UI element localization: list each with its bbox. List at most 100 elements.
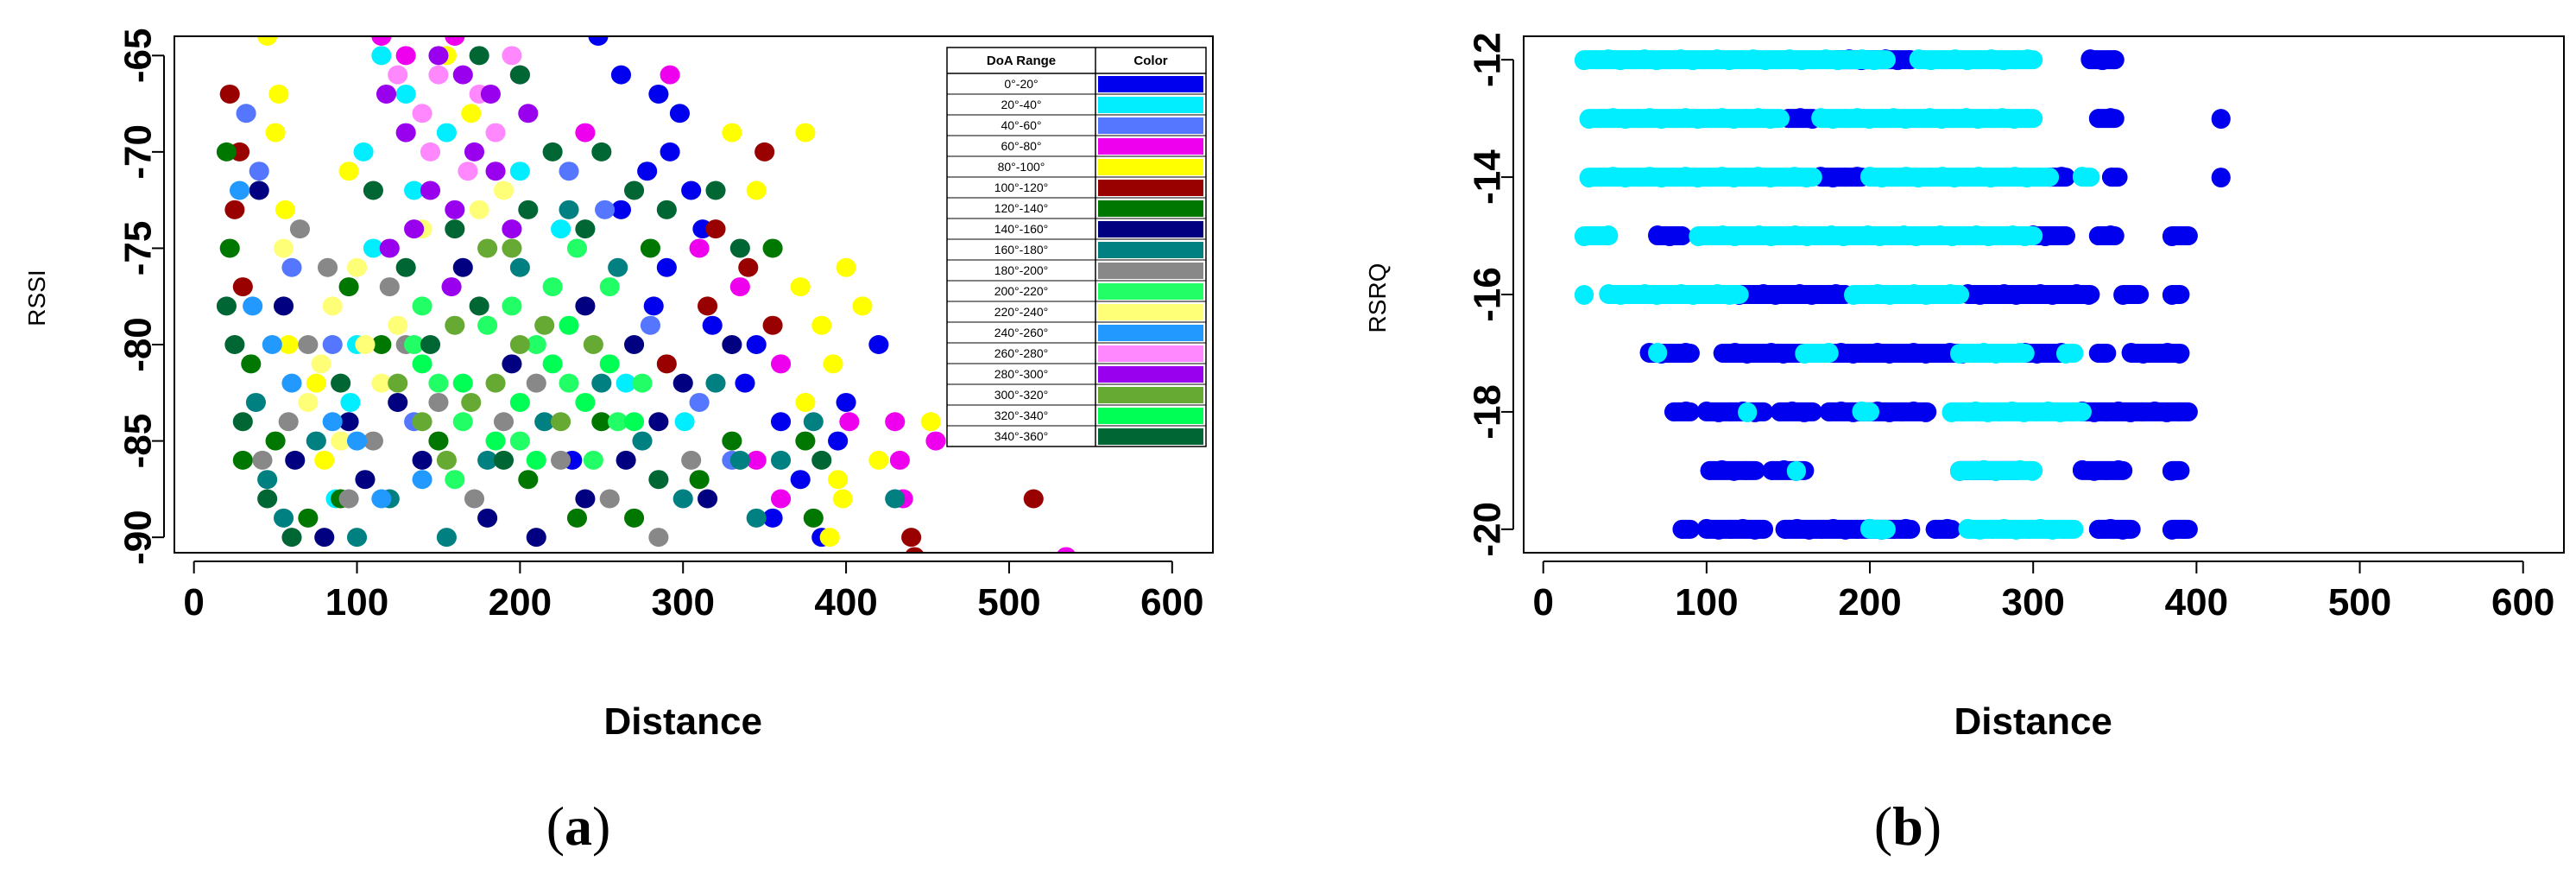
data-point (868, 450, 889, 470)
data-point (395, 123, 416, 142)
data-point (599, 354, 620, 374)
legend-label: 100°-120° (994, 180, 1049, 194)
plot-area (216, 36, 1076, 553)
data-point (436, 123, 457, 142)
data-point (681, 450, 702, 470)
data-point (795, 123, 816, 142)
data-point (2169, 402, 2188, 421)
data-point (2072, 167, 2092, 187)
legend-swatch (1098, 428, 1203, 445)
data-point (480, 84, 501, 104)
data-point (441, 277, 462, 297)
data-point (624, 335, 645, 355)
x-tick-label: 0 (183, 581, 204, 624)
data-point (819, 528, 840, 548)
data-point (236, 104, 256, 124)
data-point (722, 335, 742, 355)
data-point (445, 470, 465, 490)
data-point (559, 373, 579, 393)
data-point (273, 296, 294, 316)
data-point (551, 412, 571, 432)
legend-swatch (1098, 408, 1203, 424)
data-point (1794, 402, 1814, 422)
data-point (770, 412, 792, 432)
data-point (746, 508, 767, 528)
x-axis-label: Distance (1954, 700, 2112, 743)
data-point (412, 450, 432, 470)
data-point (729, 277, 750, 297)
data-point (2162, 461, 2181, 481)
legend-swatch (1098, 221, 1203, 238)
data-point (2062, 402, 2082, 421)
legend-swatch (1098, 138, 1203, 155)
data-point (643, 296, 664, 316)
data-point (2162, 286, 2181, 305)
data-point (331, 373, 351, 393)
data-point (338, 277, 359, 297)
data-point (1598, 225, 1618, 245)
data-point (265, 431, 286, 451)
x-tick-label: 500 (977, 581, 1040, 624)
data-point (464, 489, 485, 509)
data-point (395, 46, 416, 66)
data-point (289, 219, 310, 239)
chart-a: 0 100 200 300 400 500 600 -65 -70 -75 -80 -85 -90 Dis… (23, 28, 1214, 857)
data-point (746, 180, 767, 200)
data-point (224, 335, 245, 355)
data-point (2017, 49, 2037, 69)
data-point (340, 392, 361, 412)
data-point (371, 335, 392, 355)
data-point (395, 257, 416, 277)
data-point (2169, 344, 2189, 364)
data-point (610, 200, 632, 219)
data-point (428, 65, 449, 85)
data-point (458, 162, 478, 181)
y-tick-label: -18 (1467, 384, 1509, 440)
data-point (1720, 286, 1739, 305)
data-point (485, 373, 506, 393)
data-point (262, 335, 282, 355)
data-point (1826, 284, 1846, 303)
legend-swatch (1098, 304, 1203, 320)
data-point (445, 200, 465, 219)
y-axis-label: RSRQ (1364, 263, 1391, 333)
data-point (2125, 285, 2145, 304)
series-14 (376, 46, 539, 297)
data-point (823, 354, 843, 374)
y-tick-label: -14 (1467, 149, 1509, 205)
data-point (502, 238, 522, 258)
data-point (1057, 547, 1076, 553)
data-point (219, 238, 240, 258)
data-point (219, 84, 240, 104)
data-point (477, 450, 498, 470)
legend-label: 200°-220° (994, 284, 1049, 298)
data-point (672, 489, 693, 509)
legend-label: 340°-360° (994, 429, 1049, 443)
x-tick-label: 400 (814, 581, 877, 624)
data-point (575, 123, 596, 142)
data-point (1896, 518, 1916, 538)
x-tick-label: 200 (489, 581, 552, 624)
data-point (2015, 227, 2035, 247)
data-point (551, 450, 571, 470)
data-point (502, 354, 522, 374)
x-tick-label: 100 (1675, 581, 1738, 624)
data-point (599, 489, 620, 509)
data-point (1672, 519, 1692, 539)
data-point (735, 373, 755, 393)
data-point (452, 65, 473, 85)
data-point (689, 470, 710, 490)
plot-frame (174, 35, 1214, 554)
data-point (2211, 168, 2231, 188)
data-point (485, 162, 506, 181)
x-axis-label: Distance (604, 700, 762, 743)
series-1 (1574, 49, 2100, 540)
data-point (518, 470, 539, 490)
data-point (1574, 286, 1594, 305)
data-point (464, 142, 485, 162)
data-point (588, 36, 609, 46)
data-point (502, 219, 522, 239)
data-point (559, 200, 579, 219)
data-point (599, 277, 620, 297)
data-point (493, 180, 515, 200)
